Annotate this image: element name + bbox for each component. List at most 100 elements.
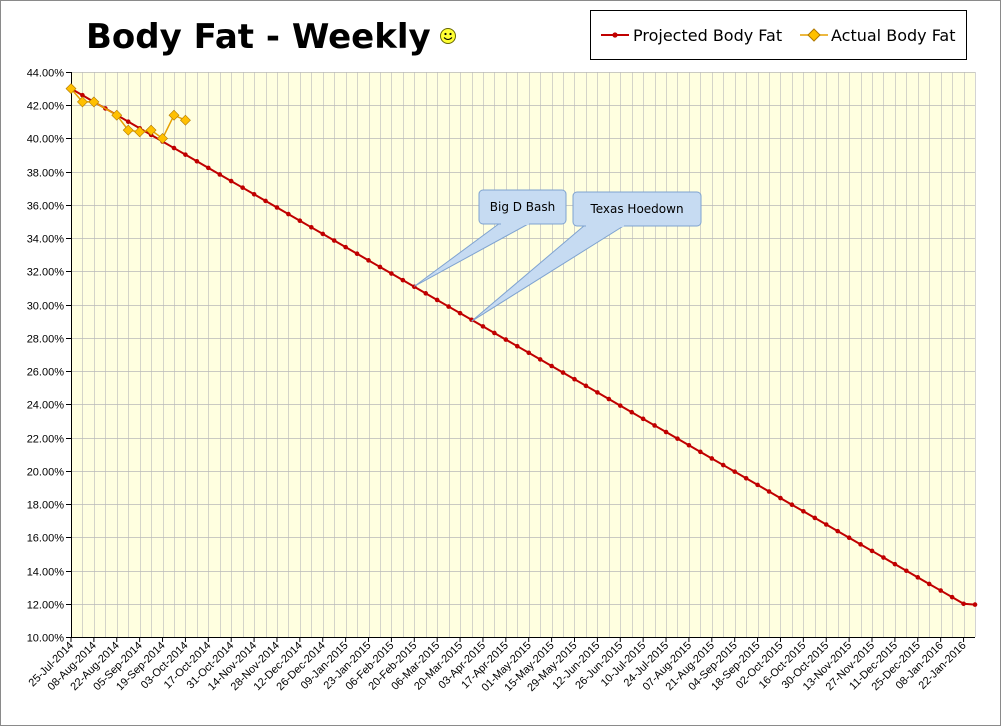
projected-point [206,165,211,171]
projected-point [858,542,863,547]
actual-point [88,96,100,108]
projected-point [343,244,348,250]
y-tick-label: 44.00% [27,68,65,80]
callout-box [572,191,702,227]
actual-point [65,83,77,95]
projected-point [492,330,497,336]
projected-point [766,489,772,494]
y-tick-label: 20.00% [27,467,65,479]
legend-actual-marker [807,28,821,42]
callout-label: Texas Hoedown [589,202,683,216]
projected-point [652,423,657,428]
projected-point [171,145,177,151]
projected-point [297,218,303,224]
y-tick-label: 16.00% [27,533,65,545]
projected-point [434,297,440,303]
projected-point [183,152,188,157]
projected-point [835,528,840,534]
legend-item-projected: Projected Body Fat [601,26,782,45]
projected-point [915,575,921,580]
projected-point [514,343,520,349]
annotations: Big D Bash Texas Hoedown [413,189,702,322]
projected-point [789,502,795,507]
y-tick-label: 42.00% [27,101,65,113]
projected-point [457,310,463,316]
projected-point [400,277,406,283]
projected-point [480,324,486,329]
projected-point [926,581,932,587]
actual-point [145,124,157,136]
projected-point [778,495,783,501]
projected-series [68,86,978,607]
projected-point [720,462,726,468]
projected-point [709,456,715,461]
projected-point [823,522,829,527]
projected-point [606,396,612,402]
projected-point [526,350,532,356]
axes [71,72,975,638]
projected-point [686,442,692,448]
y-tick-label: 30.00% [27,301,65,313]
projected-point [892,561,898,567]
actual-point [157,133,168,144]
projected-point [938,588,943,593]
y-axis-tick-labels: 10.00% 12.00% 14.00% 16.00% 18.00% 20.00% 22.0… [27,68,71,645]
y-tick-label: 18.00% [27,500,65,512]
projected-point [286,211,291,217]
plot-area [71,72,975,637]
projected-point [675,436,680,441]
callout-joint [586,224,624,227]
projected-point [743,475,749,481]
actual-point [122,124,134,136]
projected-point [904,568,909,574]
projected-point [503,337,509,342]
y-tick-label: 34.00% [27,234,65,246]
projected-point [961,601,966,607]
y-tick-label: 12.00% [27,600,65,612]
projected-point [331,238,337,243]
y-tick-label: 32.00% [27,267,65,279]
smiley-face-icon [440,28,456,44]
projected-point [881,555,886,560]
projected-point [537,357,543,362]
legend-item-actual: Actual Body Fat [800,26,956,45]
projected-point [732,469,737,474]
projected-point [194,158,200,164]
projected-point [320,231,326,237]
callout: Big D Bash [413,189,567,287]
projected-point [640,416,646,422]
projected-point [228,178,234,184]
projected-point [698,449,703,455]
projected-point [629,409,635,415]
legend-projected-marker [612,32,618,38]
projected-point [389,271,394,276]
projected-point [446,304,451,309]
projected-point [869,548,875,554]
y-tick-label: 24.00% [27,400,65,412]
y-tick-label: 14.00% [27,567,65,579]
gridlines [71,72,976,638]
projected-point [755,482,760,488]
y-tick-label: 38.00% [27,168,65,180]
callout-joint [501,222,529,225]
actual-point [180,114,191,126]
legend-actual-label: Actual Body Fat [831,26,956,45]
projected-point [560,370,566,375]
projected-point [263,198,268,204]
y-tick-label: 22.00% [27,434,65,446]
projected-point [972,602,978,607]
projected-point [274,205,280,210]
projected-point [846,535,852,541]
y-tick-label: 26.00% [27,367,65,379]
projected-point [377,264,383,270]
projected-point [812,515,818,521]
projected-point [423,291,429,296]
callout-label: Big D Bash [490,200,556,214]
actual-point [168,109,180,121]
y-tick-label: 36.00% [27,201,65,213]
projected-point [595,390,600,395]
actual-point [134,126,146,138]
legend-projected-label: Projected Body Fat [633,26,782,45]
